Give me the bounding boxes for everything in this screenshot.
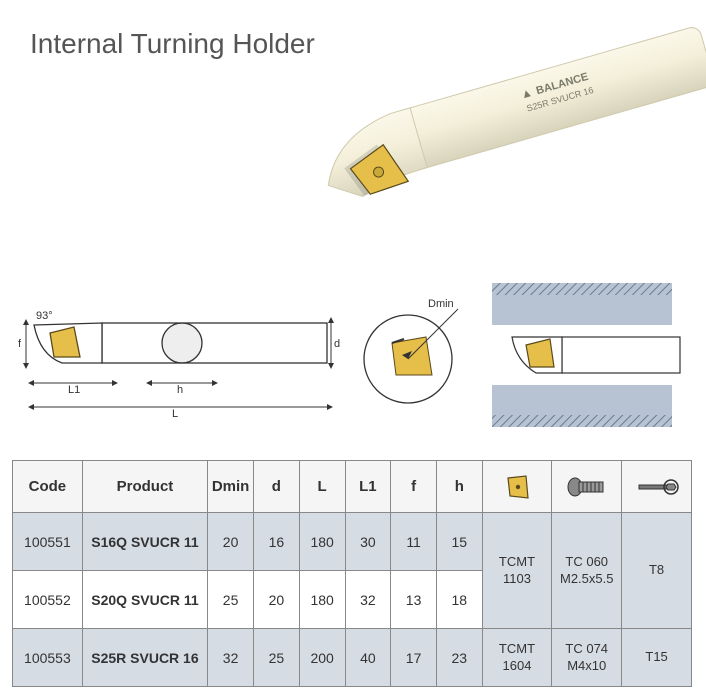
cell-f: 17 <box>391 629 437 687</box>
cell-insert: TCMT1604 <box>482 629 552 687</box>
cell-d: 25 <box>254 629 300 687</box>
cell-code: 100553 <box>13 629 83 687</box>
cell-code: 100551 <box>13 513 83 571</box>
cell-l: 200 <box>299 629 345 687</box>
cell-h: 18 <box>436 571 482 629</box>
cell-wrench: T8 <box>622 513 692 629</box>
col-insert-icon <box>482 461 552 513</box>
diagram-row: f 93° L1 h L d Dmin <box>12 265 692 445</box>
table-row: 100551 S16Q SVUCR 11 20 16 180 30 11 15 … <box>13 513 692 571</box>
svg-text:93°: 93° <box>36 310 53 322</box>
page-title: Internal Turning Holder <box>30 28 315 60</box>
cell-product: S20Q SVUCR 11 <box>82 571 207 629</box>
cell-screw: TC 074M4x10 <box>552 629 622 687</box>
cell-l: 180 <box>299 571 345 629</box>
cell-product: S25R SVUCR 16 <box>82 629 207 687</box>
col-screw-icon <box>552 461 622 513</box>
cell-dmin: 20 <box>208 513 254 571</box>
svg-text:Dmin: Dmin <box>428 298 454 310</box>
svg-text:L1: L1 <box>68 384 80 396</box>
bore-usage-drawing <box>482 275 682 435</box>
cell-f: 11 <box>391 513 437 571</box>
col-f: f <box>391 461 437 513</box>
col-d: d <box>254 461 300 513</box>
cell-dmin: 25 <box>208 571 254 629</box>
cell-wrench: T15 <box>622 629 692 687</box>
table-header-row: Code Product Dmin d L L1 f h <box>13 461 692 513</box>
svg-text:h: h <box>177 384 183 396</box>
cell-code: 100552 <box>13 571 83 629</box>
col-l1: L1 <box>345 461 391 513</box>
cell-f: 13 <box>391 571 437 629</box>
col-code: Code <box>13 461 83 513</box>
technical-drawing: f 93° L1 h L d <box>12 275 342 435</box>
dmin-drawing: Dmin <box>352 295 472 415</box>
wrench-icon <box>635 474 679 500</box>
cell-l1: 30 <box>345 513 391 571</box>
cell-l: 180 <box>299 513 345 571</box>
product-hero: ▲ BALANCE S25R SVUCR 16 <box>276 8 706 228</box>
cell-screw: TC 060M2.5x5.5 <box>552 513 622 629</box>
svg-text:L: L <box>172 408 178 420</box>
cell-l1: 32 <box>345 571 391 629</box>
table-row: 100553 S25R SVUCR 16 32 25 200 40 17 23 … <box>13 629 692 687</box>
cell-d: 16 <box>254 513 300 571</box>
col-wrench-icon <box>622 461 692 513</box>
cell-d: 20 <box>254 571 300 629</box>
cell-insert: TCMT1103 <box>482 513 552 629</box>
cell-dmin: 32 <box>208 629 254 687</box>
col-dmin: Dmin <box>208 461 254 513</box>
cell-product: S16Q SVUCR 11 <box>82 513 207 571</box>
col-h: h <box>436 461 482 513</box>
spec-table: Code Product Dmin d L L1 f h <box>12 460 692 687</box>
insert-icon <box>500 470 534 504</box>
svg-text:d: d <box>334 338 340 350</box>
svg-text:f: f <box>18 338 22 350</box>
cell-l1: 40 <box>345 629 391 687</box>
col-product: Product <box>82 461 207 513</box>
cell-h: 15 <box>436 513 482 571</box>
cell-h: 23 <box>436 629 482 687</box>
col-l: L <box>299 461 345 513</box>
screw-icon <box>565 474 609 500</box>
